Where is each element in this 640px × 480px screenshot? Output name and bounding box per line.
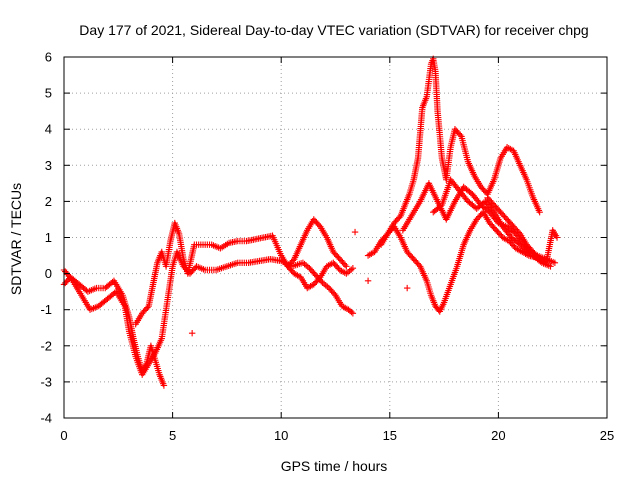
- series-track-i: [484, 194, 561, 266]
- y-tick-label: 2: [45, 194, 52, 209]
- data-point-marker: [315, 275, 323, 282]
- x-tick-label: 0: [60, 428, 67, 443]
- data-point-marker: [547, 263, 554, 270]
- y-tick-label: -3: [40, 374, 52, 389]
- data-point-marker: [506, 232, 514, 240]
- data-point-marker: [289, 257, 297, 264]
- data-point-marker: [536, 209, 543, 216]
- x-tick-label: 5: [169, 428, 176, 443]
- data-marks-layer: [60, 55, 561, 389]
- y-tick-label: 1: [45, 230, 52, 245]
- y-tick-label: 0: [45, 266, 52, 281]
- data-point-marker: [489, 207, 497, 214]
- data-point-marker: [348, 308, 355, 316]
- series-track-d: [284, 259, 357, 292]
- axes-layer: 0 5 10 15 20 25 -4 -3 -2 -1 0 1 2 3 4 5 6: [40, 50, 614, 444]
- data-point-marker: [144, 304, 151, 311]
- data-point-marker: [315, 222, 323, 229]
- data-point-marker: [349, 310, 357, 317]
- data-point-marker: [553, 234, 561, 241]
- data-point-marker: [160, 382, 168, 389]
- data-point-marker: [343, 263, 350, 270]
- y-tick-label: 4: [45, 122, 52, 137]
- data-point-marker: [515, 229, 523, 236]
- y-axis-title: SDTVAR / TECUs: [8, 183, 24, 295]
- data-point-marker: [463, 196, 470, 204]
- series-track-f: [377, 209, 546, 315]
- x-tick-label: 10: [274, 428, 288, 443]
- y-tick-label: 5: [45, 86, 52, 101]
- data-point-marker: [456, 131, 464, 139]
- y-tick-label: 3: [45, 158, 52, 173]
- series-track-c: [132, 216, 350, 328]
- x-tick-label: 15: [383, 428, 397, 443]
- data-point-marker: [351, 228, 359, 236]
- y-tick-label: 6: [45, 50, 52, 65]
- y-tick-label: -2: [40, 338, 52, 353]
- data-point-marker: [396, 214, 403, 221]
- series-track-a: [60, 248, 357, 378]
- chart-title: Day 177 of 2021, Sidereal Day-to-day VTE…: [79, 22, 588, 38]
- x-tick-label: 20: [491, 428, 505, 443]
- series-track-b: [60, 274, 168, 389]
- data-point-marker: [415, 261, 423, 269]
- data-point-marker: [341, 261, 349, 269]
- x-tick-label: 25: [600, 428, 614, 443]
- data-point-marker: [330, 290, 338, 298]
- series-isolated: [188, 228, 411, 337]
- y-tick-label: -4: [40, 411, 52, 426]
- series-track-e: [364, 55, 543, 259]
- data-point-marker: [403, 284, 411, 292]
- data-point-marker: [349, 264, 357, 272]
- data-point-marker: [188, 329, 196, 337]
- data-point-marker: [467, 189, 475, 197]
- data-point-marker: [551, 259, 559, 266]
- data-point-marker: [364, 277, 372, 285]
- x-axis-title: GPS time / hours: [281, 458, 388, 474]
- y-tick-label: -1: [40, 302, 52, 317]
